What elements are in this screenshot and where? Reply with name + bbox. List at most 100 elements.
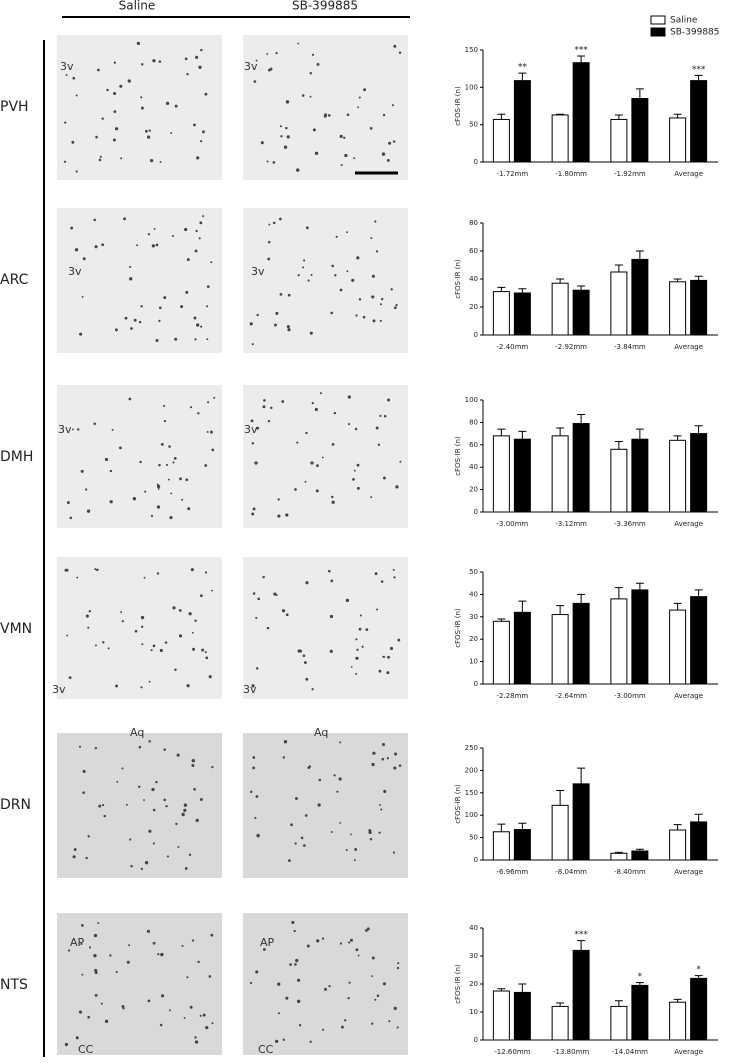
y-tick-label: 40 [469, 463, 478, 471]
cell-dot [140, 625, 144, 629]
y-tick-label: 50 [469, 568, 478, 576]
x-tick-label: -6.96mm [497, 868, 529, 876]
cell-dot [303, 259, 306, 262]
cell-dot [311, 401, 314, 405]
cell-dot [315, 489, 319, 493]
cell-dot [152, 644, 156, 648]
cell-dot [178, 634, 183, 638]
cell-dot [165, 463, 169, 467]
cell-dot [289, 963, 292, 966]
bar [551, 282, 569, 336]
cell-dot [109, 469, 113, 473]
cell-dot [173, 456, 177, 460]
cell-dot [75, 1036, 79, 1040]
error-bar [556, 113, 565, 115]
error-bar [556, 605, 565, 615]
cell-dot [355, 638, 358, 641]
cell-dot [181, 498, 184, 501]
cell-dot [356, 256, 360, 260]
cell-dot [150, 649, 153, 652]
error-bar [518, 600, 527, 613]
cell-dot [195, 229, 198, 233]
cell-dot [88, 610, 91, 613]
cell-dot [136, 41, 141, 46]
cell-dot [371, 975, 374, 978]
error-bar [497, 428, 506, 436]
cell-dot [305, 677, 309, 681]
error-bar [577, 414, 586, 424]
cell-dot [395, 485, 399, 489]
bar [572, 423, 590, 513]
cell-dot [267, 419, 271, 423]
error-bar [635, 848, 644, 852]
bar [551, 804, 569, 861]
cell-dot [194, 1036, 197, 1039]
micrograph [243, 208, 408, 353]
micrograph [57, 913, 222, 1055]
region-label: NTS [0, 977, 28, 993]
cell-dot [330, 311, 334, 315]
cell-dot [157, 488, 160, 490]
bar [610, 448, 628, 513]
cell-dot [388, 141, 392, 145]
bar [551, 614, 569, 685]
cell-dot [158, 60, 162, 63]
y-tick-label: 30 [469, 613, 478, 621]
bar [513, 292, 531, 336]
y-axis-label: cFOS-IR (n) [454, 259, 462, 299]
cell-dot [113, 91, 117, 96]
bar [513, 438, 531, 513]
cell-dot [331, 500, 335, 504]
cell-dot [281, 400, 285, 403]
cell-dot [255, 59, 258, 62]
cell-dot [297, 274, 300, 277]
x-tick-label: Average [674, 692, 703, 700]
error-bar [694, 425, 703, 434]
cell-dot [390, 288, 393, 291]
cell-dot [174, 104, 178, 108]
cell-dot [87, 1015, 91, 1019]
bar [669, 829, 687, 861]
cell-dot [163, 798, 166, 802]
cell-dot [283, 145, 288, 149]
image-label: 3v [244, 60, 258, 73]
cell-dot [137, 785, 141, 788]
x-tick-label: -2.40mm [497, 343, 529, 351]
cell-dot [358, 96, 361, 99]
cell-dot [181, 944, 184, 947]
cell-dot [351, 278, 355, 282]
cell-dot [355, 314, 358, 317]
cell-dot [321, 456, 324, 459]
cell-dot [285, 126, 288, 130]
cell-dot [195, 818, 199, 823]
error-bar [614, 264, 623, 272]
cell-dot [184, 57, 188, 61]
cell-dot [305, 431, 308, 435]
cell-dot [301, 94, 305, 97]
cell-dot [64, 121, 67, 124]
cell-dot [275, 311, 279, 315]
error-bar [635, 582, 644, 590]
cell-dot [136, 244, 139, 247]
micrograph [243, 385, 408, 528]
cell-dot [133, 318, 137, 322]
cell-dot [184, 227, 188, 232]
cell-dot [190, 406, 193, 409]
cell-dot [194, 1040, 199, 1044]
error-bar [497, 988, 506, 991]
cell-dot [346, 270, 349, 273]
region-label: DMH [0, 449, 33, 465]
cell-dot [252, 592, 256, 595]
x-tick-label: -12.60mm [494, 1048, 530, 1056]
cell-dot [369, 127, 373, 130]
cell-dot [278, 217, 282, 221]
cell-dot [354, 427, 358, 431]
bar [631, 438, 649, 513]
cell-dot [365, 628, 369, 632]
image-label: 3v [68, 265, 82, 278]
cell-dot [186, 73, 189, 76]
cell-dot [170, 132, 173, 134]
cell-dot [395, 304, 398, 307]
image-label: AP [260, 936, 275, 949]
cell-dot [372, 751, 376, 755]
